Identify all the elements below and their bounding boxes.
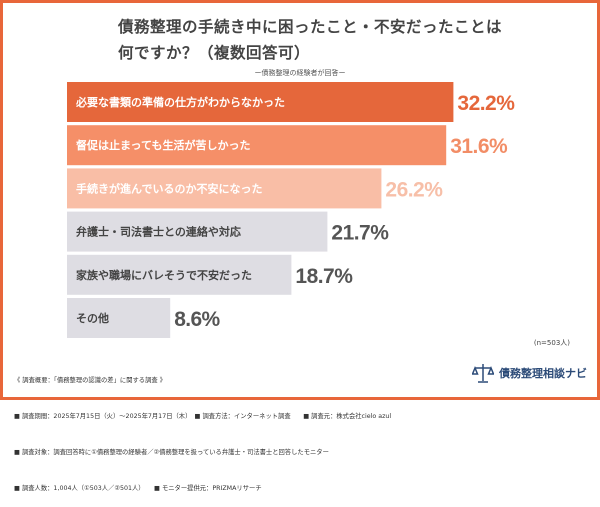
title-line-2: 何ですか？（複数回答可）	[118, 44, 311, 62]
logo: 債務整理相談ナビ	[472, 362, 587, 384]
bar	[67, 211, 328, 252]
title-line-1: 債務整理の手続き中に困ったこと・不安だったことは	[118, 18, 503, 36]
category-label: 手続きが進んでいるのか不安になった	[76, 181, 262, 195]
value-label: 8.6%	[174, 308, 220, 331]
value-label: 26.2%	[385, 178, 443, 201]
value-label: 31.6%	[450, 135, 508, 158]
category-label: 督促は止まっても生活が苦しかった	[76, 138, 250, 152]
category-label: 家族や職場にバレそうで不安だった	[76, 268, 252, 282]
logo-text: 債務整理相談ナビ	[499, 367, 587, 380]
note-line: ■ 調査期間：2025年7月15日（火）〜2025年7月17日（木） ■ 調査方…	[14, 413, 392, 420]
bar	[67, 125, 447, 166]
scales-icon	[472, 364, 494, 383]
bar	[67, 298, 171, 338]
category-label: 必要な書類の準備の仕方がわからなかった	[75, 95, 285, 109]
value-label: 32.2%	[457, 92, 515, 115]
sample-size: (n=503人)	[533, 339, 570, 347]
chart-title: 債務整理の手続き中に困ったこと・不安だったことは 何ですか？（複数回答可）	[118, 14, 502, 66]
survey-notes: 《 調査概要：「債務整理の認識の差」に関する調査 》 ■ 調査期間：2025年7…	[14, 351, 391, 507]
bar	[67, 82, 454, 122]
bar	[67, 254, 292, 295]
note-line: ■ 調査対象：調査回答時に①債務整理の経験者／②債務整理を扱っている弁護士・司法…	[14, 449, 329, 456]
value-label: 21.7%	[331, 222, 389, 245]
note-line: ■ 調査人数：1,004人（①503人／②501人） ■ モニター提供元：PRI…	[14, 485, 262, 492]
category-label: その他	[76, 311, 109, 325]
category-label: 弁護士・司法書士との連絡や対応	[76, 225, 241, 239]
chart-subtitle: ー債務整理の経験者が回答ー	[254, 69, 346, 77]
bar	[67, 168, 382, 209]
bar-chart: 必要な書類の準備の仕方がわからなかった 32.2% 督促は止まっても生活が苦しかった…	[67, 82, 515, 338]
value-label: 18.7%	[295, 265, 353, 288]
note-line: 《 調査概要：「債務整理の認識の差」に関する調査 》	[14, 377, 166, 384]
